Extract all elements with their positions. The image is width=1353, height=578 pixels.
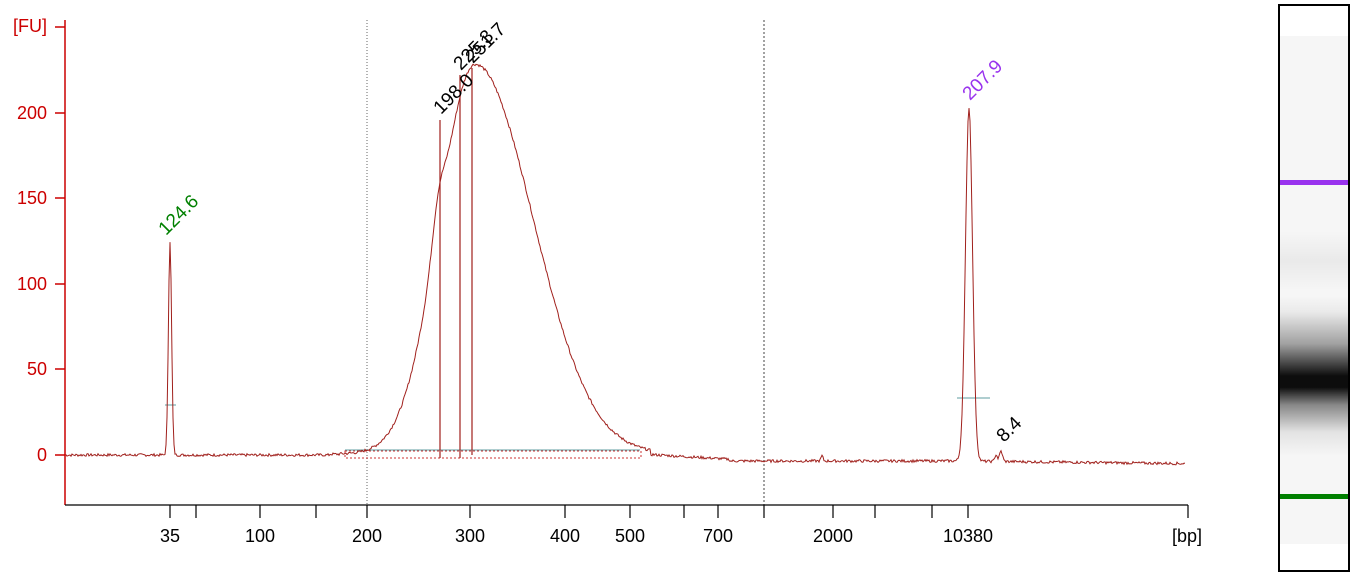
x-tick-label: 500 [615, 526, 645, 546]
y-tick-label: 0 [37, 445, 47, 465]
y-tick-label: 150 [17, 188, 47, 208]
y-tick-label: 200 [17, 103, 47, 123]
gel-band-upper-marker [1280, 180, 1348, 185]
electropherogram-chart: [FU] 0 50 100 150 200 35 100 200 300 400… [13, 16, 1203, 546]
y-tick-label: 50 [27, 359, 47, 379]
x-tick-label: 100 [245, 526, 275, 546]
x-axis-label: [bp] [1172, 526, 1202, 546]
smear-region-box [344, 450, 642, 459]
gel-band-faint [1280, 231, 1348, 291]
gel-band-library [1280, 296, 1348, 456]
y-tick-label: 100 [17, 274, 47, 294]
gel-image [1278, 4, 1350, 572]
electropherogram-trace [64, 63, 1186, 466]
x-tick-label: 2000 [813, 526, 853, 546]
gel-band-lower-marker [1280, 494, 1348, 499]
x-tick-label: 300 [455, 526, 485, 546]
x-tick-label: 400 [550, 526, 580, 546]
x-tick-label: 700 [703, 526, 733, 546]
x-tick-label: 200 [352, 526, 382, 546]
x-tick-label: 35 [160, 526, 180, 546]
x-tick-label: 10380 [943, 526, 993, 546]
gel-lane [1280, 36, 1348, 544]
y-axis-label: [FU] [13, 16, 47, 36]
